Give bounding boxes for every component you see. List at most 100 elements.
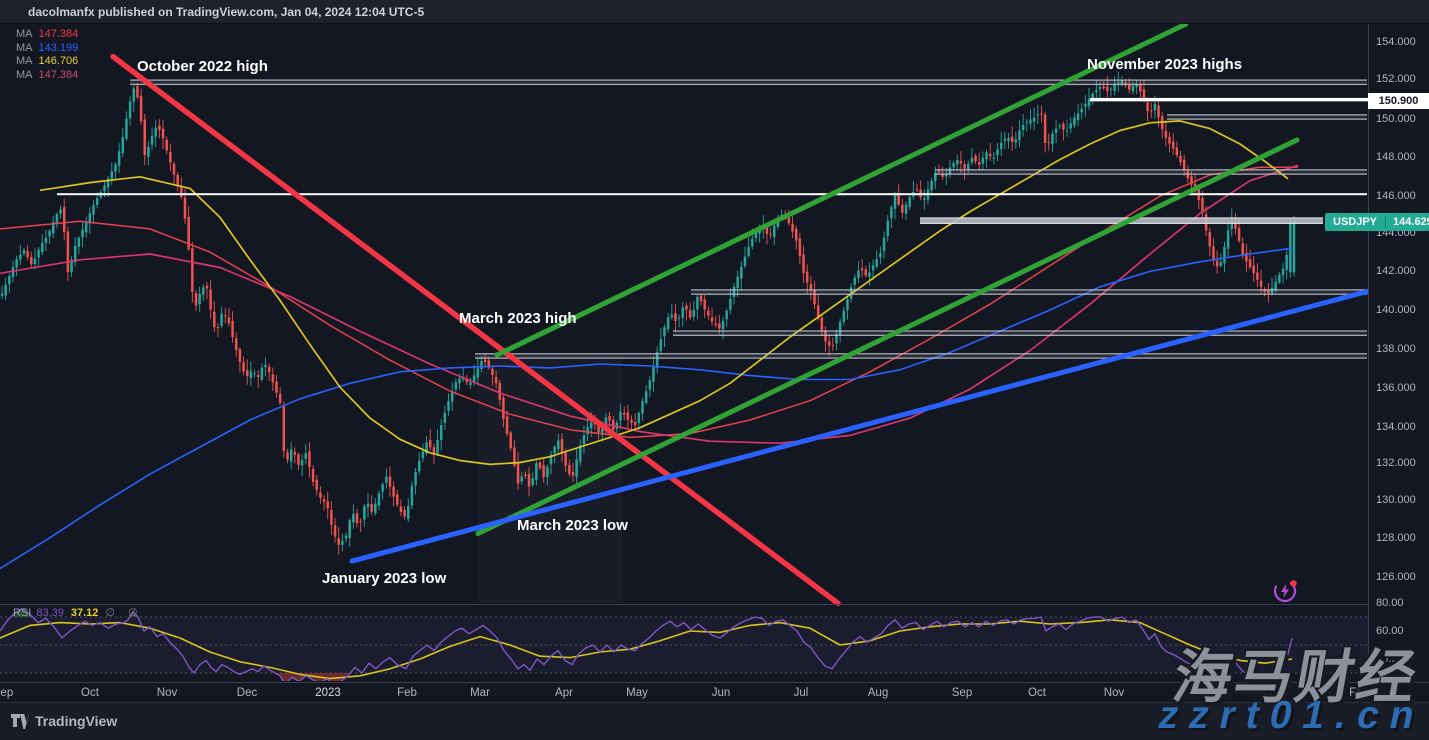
horizontal-line-150-9[interactable] (1090, 97, 1369, 102)
time-axis-label: Jul (793, 687, 809, 699)
symbol-price-value: 144.629 (1393, 216, 1429, 228)
time-axis-label: Aug (867, 687, 889, 699)
time-axis-label: May (626, 687, 648, 699)
time-axis-label: 2024 (1263, 687, 1289, 699)
rsi-label: RSI (13, 607, 32, 619)
price-axis-label: 136.000 (1376, 382, 1416, 394)
trendline-ascending-blue[interactable] (349, 285, 1384, 564)
highlight-region (478, 357, 622, 603)
annotation-march-2023-low[interactable]: March 2023 low (517, 517, 628, 534)
resistance-zone-fill (691, 290, 1367, 294)
time-axis-label: Nov (156, 687, 178, 699)
rsi-oversold-fill (1248, 673, 1276, 681)
price-axis[interactable]: 154.000 152.000 150.000 148.000 146.000 144.0… (1368, 24, 1429, 682)
time-axis-label: Feb (397, 687, 417, 699)
resistance-zone[interactable] (691, 289, 1367, 291)
time-axis-label: Sep (951, 687, 973, 699)
ma-value-4: 147.384 (38, 68, 79, 81)
price-line-badge: 150.900 (1368, 93, 1429, 109)
price-axis-label: 128.000 (1376, 532, 1416, 544)
resistance-zone[interactable] (1167, 114, 1367, 116)
watermark-url: zzrt01.cn (1154, 694, 1429, 737)
ma-value-2: 143.199 (38, 41, 79, 54)
price-axis-label: 60.00 (1376, 625, 1404, 637)
time-axis-label: Dec (236, 687, 258, 699)
resistance-zone[interactable] (673, 330, 1367, 332)
lightning-bolt-icon[interactable] (1271, 575, 1301, 605)
publish-title: dacolmanfx published on TradingView.com,… (28, 5, 425, 19)
annotation-october-2022-high[interactable]: October 2022 high (137, 58, 268, 75)
resistance-zone-fill (1167, 115, 1367, 119)
rsi-overbought-fill (12, 608, 32, 617)
time-axis-label: Jun (711, 687, 731, 699)
price-band-144-6[interactable] (920, 217, 1323, 224)
ma-legend[interactable]: MA 147.384 MA 143.199 MA 146.706 MA 147.384 (16, 28, 78, 82)
resistance-zone[interactable] (130, 83, 1367, 86)
price-axis-label: 146.000 (1376, 190, 1416, 202)
price-axis-label: 148.000 (1376, 151, 1416, 163)
price-axis-label: 130.000 (1376, 494, 1416, 506)
symbol-label: USDJPY (1325, 216, 1387, 228)
horizontal-line-146[interactable] (57, 193, 1367, 196)
footer-bar: TradingView (0, 702, 1429, 740)
rsi-line (0, 607, 1293, 681)
time-axis-label: Dec (1186, 687, 1208, 699)
price-axis-label: 140.000 (1376, 304, 1416, 316)
trendline-channel-upper-green[interactable] (494, 21, 1189, 358)
rsi-ma-value: 37.12 (70, 607, 99, 619)
time-axis-label: Mar (470, 687, 490, 699)
ma-legend-row-4[interactable]: MA 147.384 (16, 69, 78, 83)
rsi-oversold-fill (1206, 673, 1222, 681)
ma-label: MA (16, 41, 33, 54)
ma-value-1: 147.384 (38, 28, 79, 40)
resistance-zone[interactable] (1167, 118, 1367, 120)
price-axis-label: 150.000 (1376, 113, 1416, 125)
resistance-zone[interactable] (673, 334, 1367, 336)
publish-header: dacolmanfx published on TradingView.com,… (0, 0, 1429, 24)
price-band-edge (920, 217, 1323, 219)
resistance-zone[interactable] (130, 79, 1367, 81)
symbol-price-badge: USDJPY 144.629 (1325, 213, 1429, 231)
resistance-zone-fill (475, 354, 1367, 358)
price-axis-label: 132.000 (1376, 457, 1416, 469)
resistance-zone[interactable] (935, 169, 1367, 171)
time-axis-label: Feb (1349, 687, 1369, 699)
tradingview-logo-icon (11, 714, 29, 729)
time-axis-label: 2023 (315, 687, 341, 699)
rsi-ma-line (0, 619, 1293, 680)
resistance-zone-fill (935, 170, 1367, 174)
ma-legend-row-3[interactable]: MA 146.706 (16, 55, 78, 69)
price-axis-label: 142.000 (1376, 265, 1416, 277)
rsi-pane[interactable] (0, 607, 1368, 686)
resistance-zone[interactable] (935, 173, 1367, 175)
price-axis-label: 80.00 (1376, 597, 1404, 609)
time-axis-label: Nov (1103, 687, 1125, 699)
tradingview-logo[interactable]: TradingView (10, 712, 117, 729)
price-pane[interactable] (0, 21, 1384, 607)
resistance-zone[interactable] (475, 353, 1367, 355)
price-axis-label: 126.000 (1376, 571, 1416, 583)
time-axis-label: Sep (0, 687, 14, 699)
resistance-zone[interactable] (475, 357, 1367, 359)
ma-legend-row-1[interactable]: MA 147.384 (16, 28, 78, 42)
ma-label: MA (16, 68, 33, 81)
ma-legend-row-2[interactable]: MA 143.199 (16, 42, 78, 56)
price-line-value: 150.900 (1378, 95, 1419, 107)
ma-label: MA (16, 28, 33, 40)
rsi-legend[interactable]: RSI 83.39 37.12 ∅ ∅ (13, 606, 143, 619)
annotation-january-2023-low[interactable]: January 2023 low (322, 570, 447, 587)
annotation-march-2023-high[interactable]: March 2023 high (459, 310, 577, 327)
tradingview-brand-text: TradingView (35, 712, 118, 729)
price-axis-label: 154.000 (1376, 36, 1416, 48)
price-axis-label: 138.000 (1376, 343, 1416, 355)
resistance-zone[interactable] (691, 293, 1367, 295)
annotation-november-2023-highs[interactable]: November 2023 highs (1087, 56, 1243, 73)
time-axis[interactable]: Sep Oct Nov Dec 2023 Feb Mar Apr May Jun Jul Aug Sep… (0, 682, 1429, 702)
price-axis-label: 40.00 (1376, 653, 1404, 665)
ma-label: MA (16, 55, 33, 67)
time-axis-label: Oct (1028, 687, 1046, 699)
trendline-channel-lower-green[interactable] (475, 137, 1300, 536)
trendline-descending-red[interactable] (110, 53, 841, 607)
resistance-zone-fill (130, 80, 1367, 84)
